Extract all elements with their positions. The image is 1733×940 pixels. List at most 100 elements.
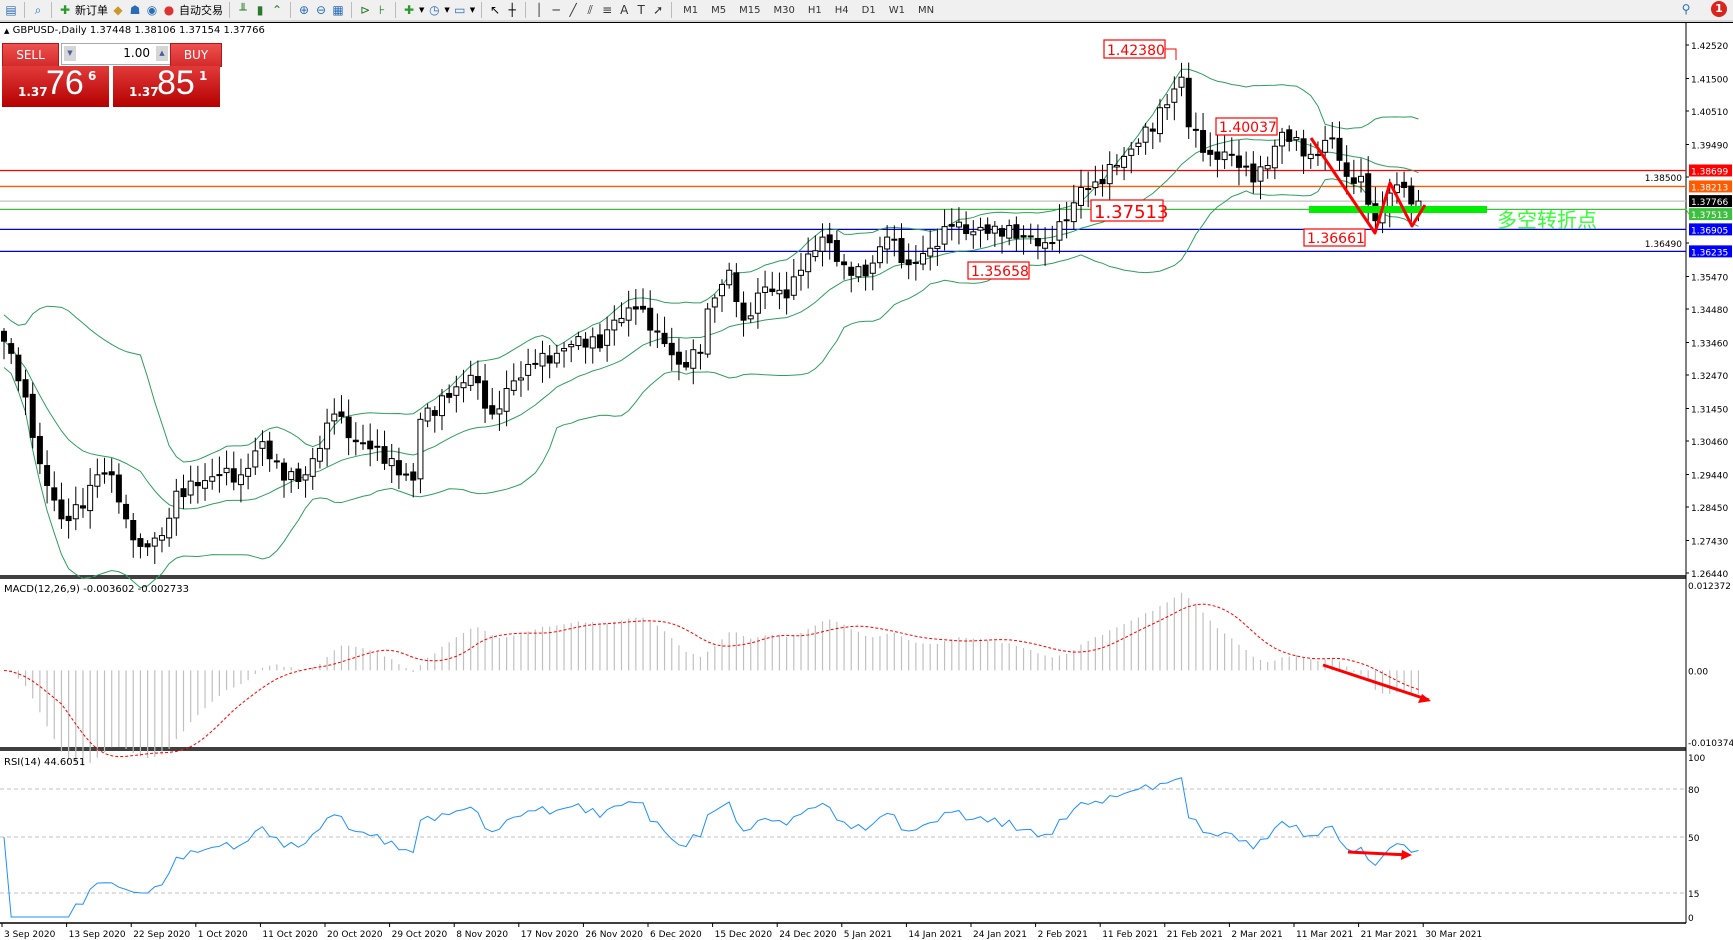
candle-body (1257, 166, 1264, 182)
equidistant-channel-icon[interactable]: ⫽ (587, 3, 593, 17)
notifications-badge[interactable]: 1 (1711, 1, 1727, 17)
candle-body (467, 374, 474, 386)
price-level-tag-connector (1685, 209, 1690, 215)
candle-body (123, 503, 130, 520)
timeframe-h1[interactable]: H1 (807, 4, 822, 16)
date-label: 11 Oct 2020 (262, 930, 318, 940)
macd-tick-label: -0.010374 (1688, 739, 1733, 749)
vertical-line-icon[interactable]: │ (535, 3, 543, 17)
candle-body (675, 351, 682, 365)
zoom-out-icon[interactable]: ⊖ (315, 3, 327, 17)
text-icon[interactable]: A (620, 3, 629, 17)
ohlc-close: 1.37766 (223, 25, 265, 36)
candle-body (295, 468, 302, 482)
signals-icon[interactable]: ◉ (146, 3, 158, 17)
candle-body (144, 543, 151, 548)
fibonacci-icon[interactable]: ≡ (602, 3, 613, 17)
candle-body (783, 289, 790, 299)
candlestick-icon[interactable]: ▮ (256, 3, 264, 17)
lot-increase-icon[interactable]: ▲ (156, 46, 168, 61)
candle-body (920, 253, 927, 265)
templates-icon[interactable]: ▭ (454, 3, 466, 17)
candle-body (1350, 177, 1357, 184)
macd-trend-arrow (1322, 663, 1430, 702)
tile-windows-icon[interactable]: ▦ (332, 3, 344, 17)
candle-body (44, 465, 51, 486)
candle-body (338, 411, 345, 417)
collapse-triangle-icon[interactable]: ▲ (4, 27, 10, 35)
macd-tick-label: 0.012372 (1688, 582, 1731, 592)
candle-body (876, 246, 883, 264)
new-order-button[interactable]: 新订单 (75, 4, 108, 17)
price-level-label: 1.38699 (1691, 167, 1728, 177)
auto-scroll-icon[interactable]: ⊳ (359, 3, 371, 17)
new-chart-icon[interactable]: ▤ (5, 3, 17, 17)
price-tick-label: 1.32470 (1691, 372, 1728, 382)
price-tick-label: 1.39490 (1691, 141, 1728, 151)
candle-body (79, 505, 86, 509)
lot-size-value[interactable]: 1.00 (123, 46, 150, 60)
sell-button[interactable]: SELL (2, 43, 59, 67)
search-icon[interactable]: ⚲ (1681, 2, 1691, 16)
candle-body (927, 247, 934, 257)
candle-body (941, 226, 948, 245)
candle-body (984, 224, 991, 234)
candle-body (352, 439, 359, 443)
cursor-icon[interactable]: ↖ (490, 3, 501, 17)
timeframe-m30[interactable]: M30 (773, 4, 795, 16)
timeframe-mn[interactable]: MN (917, 4, 935, 16)
sell-price-box[interactable]: 1.37 76 6 (2, 64, 109, 107)
market-watch-icon[interactable]: ◆ (113, 3, 123, 17)
timeframe-d1[interactable]: D1 (861, 4, 876, 16)
date-label: 8 Nov 2020 (456, 930, 508, 940)
auto-trading-button[interactable]: 自动交易 (179, 4, 223, 17)
indicators-dropdown-icon[interactable]: ▼ (419, 6, 425, 14)
candle-body (776, 289, 783, 295)
price-tick-label: 1.33460 (1691, 339, 1728, 349)
timeframe-m5[interactable]: M5 (711, 4, 727, 16)
new-order-icon[interactable]: ✚ (59, 3, 71, 17)
candle-body (884, 236, 891, 250)
indicators-icon[interactable]: ✚ (403, 3, 415, 17)
candle-body (87, 484, 94, 512)
bar-chart-icon[interactable]: ╨ (239, 3, 247, 17)
timeframe-w1[interactable]: W1 (888, 4, 905, 16)
date-label: 24 Dec 2020 (779, 930, 837, 940)
lot-decrease-icon[interactable]: ▼ (64, 46, 76, 61)
horizontal-line-icon[interactable]: ─ (552, 3, 560, 17)
periods-dropdown-icon[interactable]: ▼ (444, 6, 450, 14)
candle-body (934, 245, 941, 250)
candle-body (1034, 237, 1041, 247)
zoom-tool-icon[interactable]: ⌕ (34, 3, 42, 17)
arrows-icon[interactable]: ➚ (653, 3, 664, 17)
candle-body (496, 408, 503, 415)
crosshair-icon[interactable]: ┼ (508, 3, 516, 17)
timeframe-h4[interactable]: H4 (834, 4, 849, 16)
periods-icon[interactable]: ◷ (429, 3, 440, 17)
candle-body (1300, 138, 1307, 157)
lot-size-field[interactable]: ▼ 1.00 ▲ (61, 43, 171, 65)
chart-shift-icon[interactable]: ⊦ (378, 3, 386, 17)
templates-dropdown-icon[interactable]: ▼ (469, 6, 476, 14)
candle-body (202, 480, 209, 489)
candle-body (826, 234, 833, 244)
candle-body (740, 302, 747, 321)
text-label-icon[interactable]: T (637, 3, 645, 17)
auto-trading-icon[interactable]: ● (163, 3, 175, 17)
buy-price-box[interactable]: 1.37 85 1 (113, 64, 220, 107)
candle-body (1329, 137, 1336, 140)
trendline-icon[interactable]: ╱ (569, 3, 577, 17)
macd-tick-label: 0.00 (1688, 667, 1708, 677)
candle-body (1408, 185, 1415, 205)
navigator-icon[interactable]: ☗ (129, 3, 141, 17)
timeframe-m15[interactable]: M15 (739, 4, 761, 16)
date-label: 29 Oct 2020 (392, 930, 448, 940)
candle-body (374, 445, 381, 448)
candle-body (1006, 225, 1013, 239)
candle-body (395, 460, 402, 476)
bollinger-lower (3, 178, 1419, 589)
line-chart-icon[interactable]: ⌃ (271, 3, 283, 17)
zoom-in-icon[interactable]: ⊕ (298, 3, 310, 17)
timeframe-m1[interactable]: M1 (683, 4, 699, 16)
